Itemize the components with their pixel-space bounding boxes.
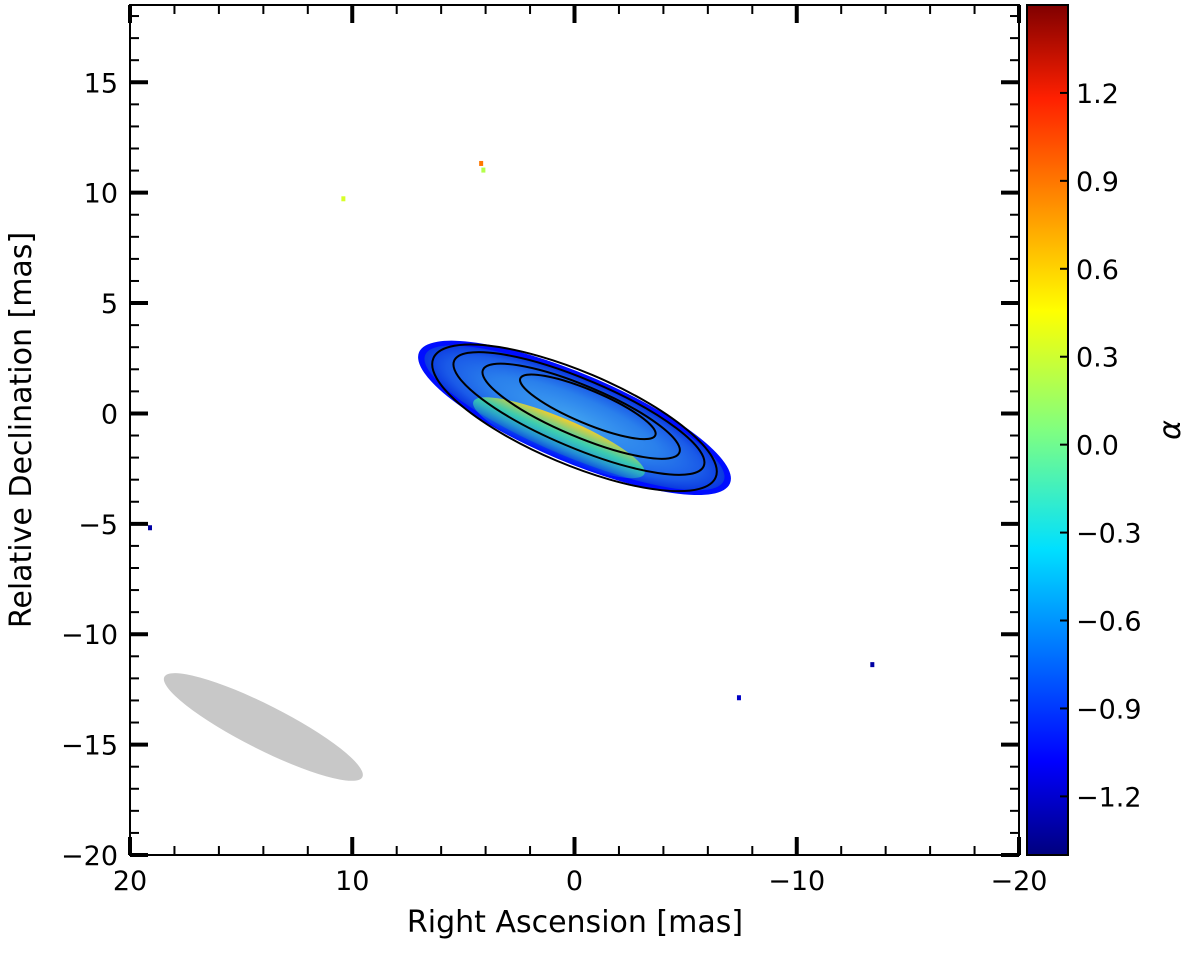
x-tick-label: 0 (566, 866, 583, 897)
alpha-speck-5 (736, 695, 741, 701)
colorbar-frame (1026, 4, 1069, 856)
y-tick-label: 15 (84, 68, 118, 99)
y-tick-label: 0 (101, 399, 118, 430)
alpha-speck-1 (481, 167, 486, 173)
y-tick-label: −20 (61, 841, 118, 872)
colorbar-tick-label: 0.6 (1076, 255, 1119, 286)
alpha-speck-3 (148, 525, 153, 531)
colorbar-tick-label: 0.0 (1076, 431, 1119, 462)
x-tick-label: −20 (991, 866, 1048, 897)
colorbar-tick-label: −1.2 (1076, 782, 1142, 813)
intensity-contour-3 (481, 362, 681, 460)
alpha-speck-2 (341, 196, 346, 202)
x-tick-label: 20 (113, 866, 147, 897)
intensity-contour-1 (431, 343, 718, 493)
colorbar-tick-label: −0.6 (1076, 607, 1142, 638)
y-tick-label: −10 (61, 620, 118, 651)
y-tick-label: −5 (78, 510, 118, 541)
plot-area (148, 160, 875, 781)
y-tick-label: 5 (101, 289, 118, 320)
x-tick-label: −10 (768, 866, 825, 897)
y-tick-label: 10 (84, 179, 118, 210)
colorbar-label: α (1153, 420, 1188, 440)
source-alpha-core (424, 345, 725, 491)
x-axis-label: Right Ascension [mas] (407, 905, 743, 940)
restoring-beam (163, 673, 363, 781)
colorbar-tick-label: −0.3 (1076, 519, 1142, 550)
colorbar-tick-label: 0.9 (1076, 167, 1119, 198)
y-axis-label: Relative Declination [mas] (4, 232, 39, 628)
y-tick-label: −15 (61, 731, 118, 762)
alpha-speck-0 (479, 160, 484, 166)
colorbar-tick-label: 0.3 (1076, 343, 1119, 374)
x-tick-label: 10 (335, 866, 369, 897)
intensity-contour-2 (452, 351, 706, 476)
alpha-speck-4 (870, 662, 875, 668)
colorbar-tick-label: −0.9 (1076, 694, 1142, 725)
intensity-contour-4 (519, 373, 657, 441)
colorbar (1027, 5, 1068, 855)
colorbar-tick-label: 1.2 (1076, 79, 1119, 110)
